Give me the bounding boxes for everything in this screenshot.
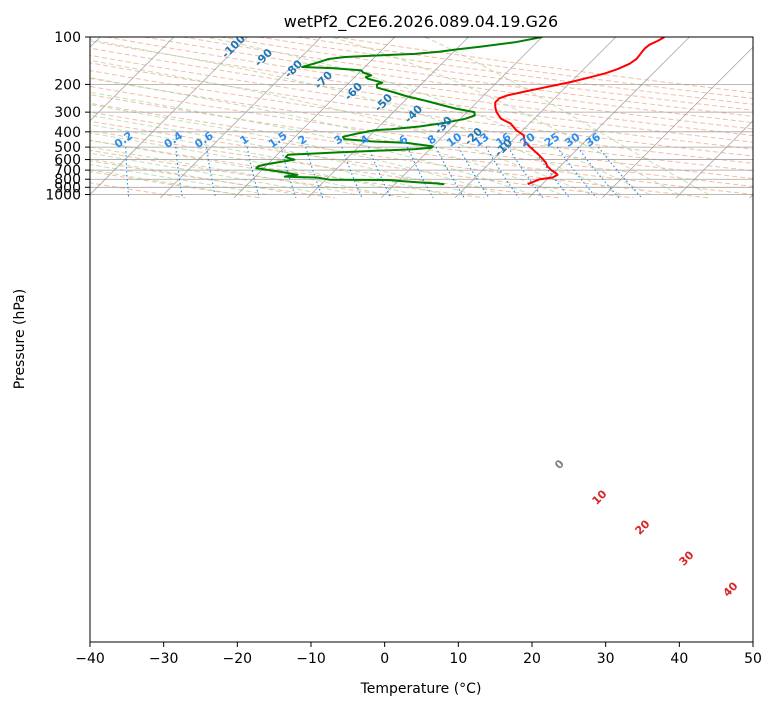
axes: −40 −30 −20 −10 0 10 20 30 40 5010020030040050060… xyxy=(45,30,762,667)
moist-adiabat-line xyxy=(90,38,621,195)
y-tick-label: 600 xyxy=(54,153,81,169)
dry-adiabat-label: -70 xyxy=(312,68,335,91)
x-tick-label: −40 xyxy=(75,651,105,667)
profile-lines xyxy=(255,37,665,186)
moist-adiabat-label: 20 xyxy=(633,517,653,537)
isotherm-line xyxy=(0,37,27,198)
mixing-ratio-label: 2 xyxy=(296,132,310,147)
moist-adiabat-line xyxy=(90,132,415,195)
y-tick-label: 500 xyxy=(54,140,81,156)
mixing-ratio-label: 3 xyxy=(332,132,346,147)
line-labels: 0.1 0.2 0.4 0.6 1 1.5 2 3 4 6 8 10 13 16 20 25 30 36-100-… xyxy=(112,32,741,600)
mixing-ratio-line xyxy=(246,146,260,198)
x-tick-label: 10 xyxy=(449,651,467,667)
dry-adiabat-line xyxy=(220,37,753,111)
background-lines xyxy=(0,37,753,199)
isotherm-line xyxy=(90,37,175,122)
x-tick-label: 50 xyxy=(744,651,762,667)
y-tick-label: 700 xyxy=(54,163,81,179)
dry-adiabat-label: -60 xyxy=(342,80,365,103)
dry-adiabat-line xyxy=(90,94,753,187)
x-tick-label: −30 xyxy=(149,651,179,667)
moist-adiabat-label: 30 xyxy=(677,548,697,568)
mixing-ratio-line xyxy=(125,147,130,198)
chart-title: wetPf2_C2E6.2026.089.04.19.G26 xyxy=(284,12,558,32)
moist-adiabat-line xyxy=(90,91,533,195)
moist-adiabat-line xyxy=(90,169,238,195)
dry-adiabat-line xyxy=(90,130,560,199)
dry-adiabat-line xyxy=(90,62,753,157)
dry-adiabat-line xyxy=(90,182,186,199)
isotherm-line xyxy=(454,37,617,199)
mixing-ratio-line xyxy=(406,146,434,199)
mixing-ratio-line xyxy=(458,146,490,199)
y-tick-label: 900 xyxy=(54,180,81,196)
moist-adiabat-label: 40 xyxy=(721,579,741,599)
dry-adiabat-line xyxy=(90,111,709,199)
dry-adiabat-line xyxy=(90,40,753,137)
zero-label: 0 xyxy=(552,457,567,472)
moist-adiabat-line xyxy=(90,124,444,195)
x-tick-label: 30 xyxy=(597,651,615,667)
isotherm-line xyxy=(307,37,469,199)
dry-adiabat-line xyxy=(90,171,261,199)
mixing-ratio-line xyxy=(341,146,363,199)
moist-adiabat-line xyxy=(90,77,562,195)
moist-adiabat-line xyxy=(331,37,680,195)
dry-adiabat-line xyxy=(90,54,753,150)
moist-adiabat-line xyxy=(90,59,592,195)
mixing-ratio-line xyxy=(435,146,465,199)
mixing-ratio-line xyxy=(368,146,392,199)
isotherm-line xyxy=(602,46,753,199)
y-tick-label: 800 xyxy=(54,172,81,188)
y-axis-title: Pressure (hPa) xyxy=(12,289,28,389)
isotherm-line xyxy=(90,37,248,196)
moist-adiabat-line xyxy=(424,37,710,195)
moist-adiabat-line xyxy=(205,37,651,195)
dry-adiabat-label: -80 xyxy=(282,57,305,80)
plot-frame xyxy=(89,36,754,643)
x-tick-label: −10 xyxy=(296,651,326,667)
x-tick-label: 20 xyxy=(523,651,541,667)
isotherm-line xyxy=(528,37,690,199)
isotherm-line xyxy=(381,37,543,199)
isotherm-line xyxy=(90,37,101,48)
mixing-ratio-label: 6 xyxy=(397,132,411,147)
moist-adiabat-line xyxy=(90,152,326,195)
temperature-profile xyxy=(494,37,665,186)
isotherm-line xyxy=(233,37,396,199)
isotherm-line xyxy=(675,120,753,199)
y-tick-label: 100 xyxy=(54,30,81,46)
x-tick-label: 40 xyxy=(670,651,688,667)
moist-adiabat-line xyxy=(90,163,267,195)
y-tick-label: 300 xyxy=(54,105,81,121)
dry-adiabat-line xyxy=(90,77,753,172)
y-tick-label: 1000 xyxy=(45,188,81,204)
mixing-ratio-line xyxy=(206,147,217,198)
y-tick-label: 200 xyxy=(54,77,81,93)
isotherm-line xyxy=(160,37,322,199)
dry-adiabat-line xyxy=(90,69,753,164)
moist-adiabat-line xyxy=(90,146,356,195)
dry-adiabat-line xyxy=(90,102,753,196)
x-tick-label: 0 xyxy=(380,651,389,667)
mixing-ratio-line xyxy=(485,146,520,199)
x-tick-label: −20 xyxy=(223,651,253,667)
dry-adiabat-line xyxy=(144,37,753,124)
mixing-ratio-line xyxy=(556,146,597,199)
mixing-ratio-line xyxy=(577,146,620,199)
moist-adiabat-label: 10 xyxy=(590,487,610,507)
dry-adiabat-line xyxy=(90,139,485,199)
dewpoint-profile xyxy=(255,37,543,186)
y-tick-label: 400 xyxy=(54,125,81,141)
dry-adiabat-label: -100 xyxy=(219,32,248,61)
x-axis-title: Temperature (°C) xyxy=(360,681,482,697)
mixing-ratio-line xyxy=(175,147,183,198)
dry-adiabat-line xyxy=(90,85,753,180)
